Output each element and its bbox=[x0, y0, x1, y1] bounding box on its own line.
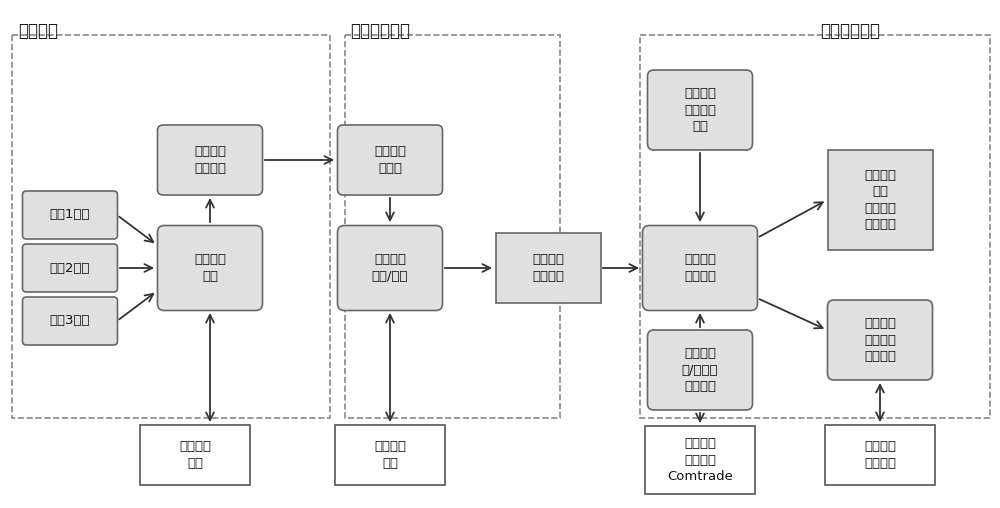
Text: 装置功能
组态: 装置功能 组态 bbox=[194, 253, 226, 283]
Text: 装置组态
文件: 装置组态 文件 bbox=[179, 440, 211, 470]
Bar bbox=[645, 426, 755, 494]
Bar bbox=[140, 425, 250, 485]
Bar bbox=[12, 35, 330, 418]
Text: 仿真装置
定值投退
参数修改: 仿真装置 定值投退 参数修改 bbox=[864, 317, 896, 363]
Bar bbox=[640, 35, 990, 418]
Text: 功能1模块: 功能1模块 bbox=[50, 208, 90, 221]
FancyBboxPatch shape bbox=[648, 330, 753, 410]
Text: 仿真工程
文件: 仿真工程 文件 bbox=[374, 440, 406, 470]
Text: 仿真启动
停止控制: 仿真启动 停止控制 bbox=[684, 253, 716, 283]
Text: 功能2模块: 功能2模块 bbox=[50, 262, 90, 274]
FancyBboxPatch shape bbox=[642, 226, 758, 310]
Text: 编译生成
模型装置: 编译生成 模型装置 bbox=[194, 145, 226, 175]
FancyBboxPatch shape bbox=[648, 70, 753, 150]
Bar bbox=[345, 35, 560, 418]
Text: 仿真过程
监视
装置动作
结果输出: 仿真过程 监视 装置动作 结果输出 bbox=[864, 169, 896, 231]
FancyBboxPatch shape bbox=[828, 300, 932, 380]
Text: 装置组态: 装置组态 bbox=[18, 22, 58, 40]
Bar bbox=[496, 233, 600, 303]
Text: 仿真模块
库管理: 仿真模块 库管理 bbox=[374, 145, 406, 175]
FancyBboxPatch shape bbox=[338, 125, 442, 195]
FancyBboxPatch shape bbox=[158, 226, 262, 310]
Bar bbox=[825, 425, 935, 485]
Text: 仿真执行控制: 仿真执行控制 bbox=[820, 22, 880, 40]
Text: 外部信号
源/内部信
号源管理: 外部信号 源/内部信 号源管理 bbox=[682, 347, 718, 393]
FancyBboxPatch shape bbox=[22, 191, 118, 239]
Text: 仿真时间
步长参数
设置: 仿真时间 步长参数 设置 bbox=[684, 87, 716, 133]
Text: 规则检查
仿真编译: 规则检查 仿真编译 bbox=[532, 253, 564, 283]
Text: 仿真装置
参数文件: 仿真装置 参数文件 bbox=[864, 440, 896, 470]
Text: 仿真工程
组态/管理: 仿真工程 组态/管理 bbox=[372, 253, 408, 283]
FancyBboxPatch shape bbox=[338, 226, 442, 310]
Text: 仿真目标组态: 仿真目标组态 bbox=[350, 22, 410, 40]
FancyBboxPatch shape bbox=[22, 297, 118, 345]
Text: 外部故障
录波文件
Comtrade: 外部故障 录波文件 Comtrade bbox=[667, 437, 733, 483]
Bar bbox=[828, 150, 932, 250]
FancyBboxPatch shape bbox=[158, 125, 262, 195]
Text: 功能3模块: 功能3模块 bbox=[50, 314, 90, 328]
FancyBboxPatch shape bbox=[22, 244, 118, 292]
Bar bbox=[335, 425, 445, 485]
